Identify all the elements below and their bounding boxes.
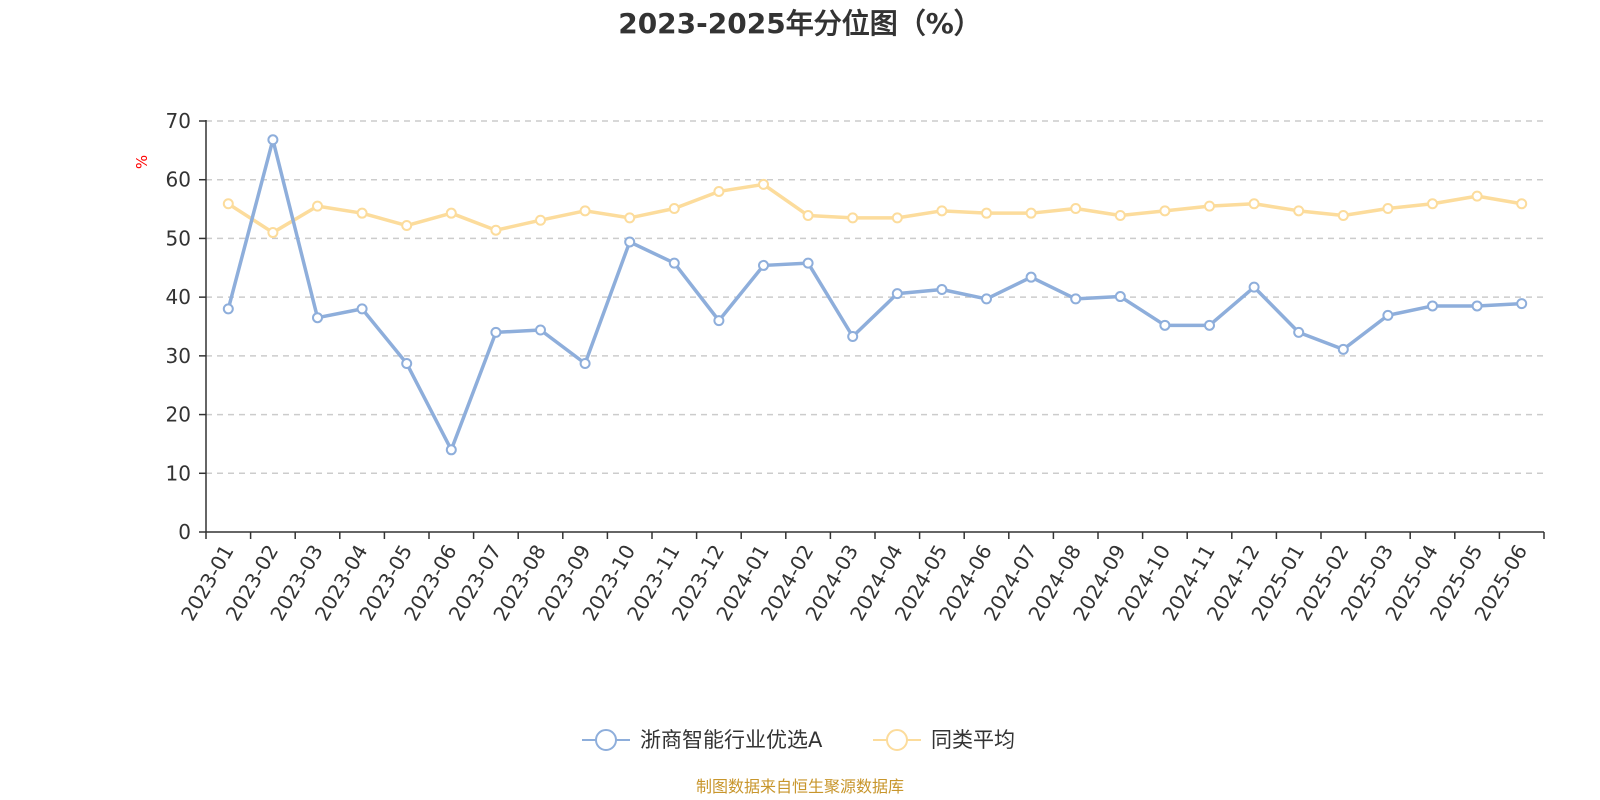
legend-label-series-1: 浙商智能行业优选A: [640, 728, 823, 752]
data-point[interactable]: [535, 324, 546, 336]
data-point[interactable]: [668, 202, 680, 214]
data-point[interactable]: [1159, 319, 1171, 331]
data-point[interactable]: [1114, 291, 1126, 303]
data-point[interactable]: [1337, 343, 1349, 355]
data-point[interactable]: [1293, 326, 1305, 338]
data-point[interactable]: [1427, 198, 1438, 210]
series-1: [222, 134, 1528, 456]
legend-marker-series-1: [595, 729, 617, 751]
chart-title: 2023-2025年分位图（%）: [618, 7, 982, 40]
y-tick-label: 70: [166, 109, 191, 133]
data-point[interactable]: [1248, 281, 1260, 293]
data-point[interactable]: [356, 303, 368, 315]
data-point[interactable]: [847, 330, 859, 342]
data-point[interactable]: [267, 227, 279, 239]
y-tick-label: 50: [166, 226, 191, 250]
data-point[interactable]: [1337, 210, 1349, 222]
data-point[interactable]: [1471, 190, 1483, 202]
data-point[interactable]: [445, 207, 457, 219]
legend-item-series-2[interactable]: 同类平均: [873, 728, 1015, 752]
data-point[interactable]: [713, 315, 725, 327]
data-point[interactable]: [891, 212, 903, 224]
data-point[interactable]: [445, 444, 457, 456]
data-point[interactable]: [981, 207, 992, 219]
data-point[interactable]: [1516, 198, 1528, 210]
data-point[interactable]: [1204, 319, 1215, 331]
y-tick-label: 60: [166, 168, 191, 192]
data-point[interactable]: [535, 214, 546, 226]
data-point[interactable]: [624, 212, 636, 224]
data-point[interactable]: [222, 303, 234, 315]
data-point[interactable]: [401, 357, 413, 369]
data-point[interactable]: [1471, 300, 1483, 312]
data-point[interactable]: [847, 212, 859, 224]
data-point[interactable]: [624, 236, 636, 248]
data-point[interactable]: [668, 257, 680, 269]
gridlines: [206, 120, 1544, 475]
y-tick-label: 30: [166, 344, 191, 368]
data-point[interactable]: [312, 312, 323, 324]
data-point[interactable]: [1382, 309, 1394, 321]
data-point[interactable]: [222, 198, 234, 210]
data-point[interactable]: [1293, 205, 1305, 217]
axes: 0102030405060702023-012023-022023-032023…: [166, 109, 1545, 625]
data-point[interactable]: [1025, 271, 1037, 283]
data-point[interactable]: [267, 134, 279, 146]
legend-marker-series-2: [886, 729, 908, 751]
data-point[interactable]: [758, 259, 769, 271]
source-note: 制图数据来自恒生聚源数据库: [696, 777, 904, 796]
data-point[interactable]: [936, 284, 948, 296]
legend-label-series-2: 同类平均: [931, 728, 1015, 752]
y-axis-unit: %: [133, 155, 151, 169]
data-point[interactable]: [579, 205, 591, 217]
series-lines: [222, 134, 1528, 456]
data-point[interactable]: [936, 205, 948, 217]
data-point[interactable]: [1070, 293, 1082, 305]
y-tick-label: 10: [166, 461, 191, 485]
data-point[interactable]: [891, 288, 903, 300]
data-point[interactable]: [1516, 298, 1528, 310]
y-tick-label: 20: [166, 403, 191, 427]
data-point[interactable]: [401, 220, 413, 232]
data-point[interactable]: [1159, 205, 1171, 217]
data-point[interactable]: [802, 257, 814, 269]
data-point[interactable]: [490, 326, 502, 338]
data-point[interactable]: [1025, 207, 1037, 219]
data-point[interactable]: [1248, 198, 1260, 210]
y-tick-label: 0: [178, 520, 191, 544]
data-point[interactable]: [802, 210, 814, 222]
data-point[interactable]: [713, 185, 725, 197]
data-point[interactable]: [579, 357, 591, 369]
legend[interactable]: 浙商智能行业优选A 同类平均: [582, 728, 1015, 752]
data-point[interactable]: [1070, 202, 1082, 214]
data-point[interactable]: [1204, 200, 1215, 212]
data-point[interactable]: [1382, 202, 1394, 214]
series-line-1: [226, 138, 1522, 452]
series-2: [222, 178, 1528, 239]
data-point[interactable]: [1427, 300, 1438, 312]
legend-item-series-1[interactable]: 浙商智能行业优选A: [582, 728, 823, 752]
y-tick-label: 40: [166, 285, 191, 309]
data-point[interactable]: [312, 200, 323, 212]
data-point[interactable]: [981, 293, 992, 305]
data-point[interactable]: [1114, 210, 1126, 222]
series-line-2: [227, 182, 1522, 235]
data-point[interactable]: [356, 207, 368, 219]
data-point[interactable]: [758, 178, 769, 190]
data-point[interactable]: [490, 224, 502, 236]
